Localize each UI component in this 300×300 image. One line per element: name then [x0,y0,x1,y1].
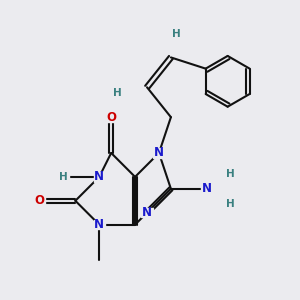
Bar [94,220,105,230]
Text: O: O [106,111,116,124]
Bar [34,196,45,206]
Text: H: H [172,28,181,38]
Bar [201,184,212,194]
Text: O: O [34,194,44,207]
Bar [141,208,153,218]
Text: N: N [202,182,212,195]
Text: H: H [226,199,235,209]
Bar [58,172,69,182]
Bar [106,112,117,122]
Text: N: N [142,206,152,219]
Text: H: H [113,88,122,98]
Bar [153,148,165,158]
Bar [94,172,105,182]
Text: H: H [226,169,235,179]
Text: N: N [94,170,104,183]
Text: N: N [154,146,164,160]
Text: H: H [59,172,68,182]
Text: N: N [94,218,104,231]
